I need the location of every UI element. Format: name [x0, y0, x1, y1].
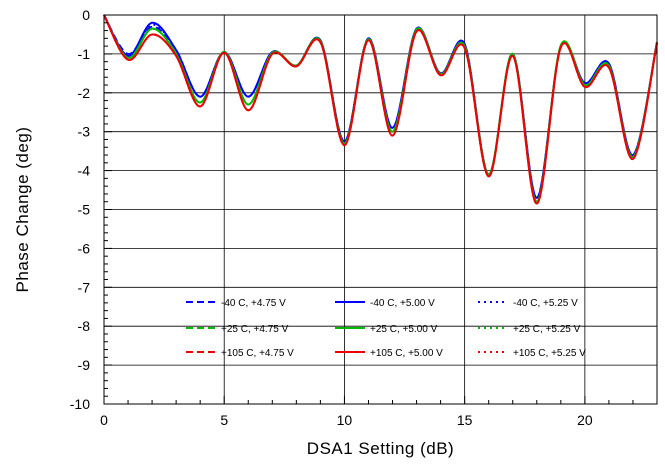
- y-tick-label: -3: [78, 124, 91, 140]
- series-line: [103, 14, 658, 205]
- axis-ticks: [103, 14, 658, 405]
- series-line: [103, 14, 658, 203]
- y-tick-label: -5: [78, 202, 91, 218]
- series-line: [103, 14, 658, 203]
- y-tick-label: -10: [70, 396, 90, 412]
- x-tick-label: 10: [337, 412, 353, 428]
- legend-label: +25 C, +5.00 V: [370, 324, 438, 335]
- x-axis-title: DSA1 Setting (dB): [307, 439, 454, 458]
- series-line: [103, 14, 658, 203]
- legend-label: -40 C, +4.75 V: [221, 298, 286, 309]
- y-tick-label: -7: [78, 279, 91, 295]
- y-tick-label: -4: [78, 163, 91, 179]
- x-tick-label: 0: [100, 412, 108, 428]
- legend-label: +105 C, +5.00 V: [370, 348, 443, 359]
- legend-label: -40 C, +5.00 V: [370, 298, 435, 309]
- legend-label: +105 C, +5.25 V: [513, 348, 586, 359]
- series-lines: [103, 14, 658, 205]
- legend-label: +105 C, +4.75 V: [221, 348, 294, 359]
- legend-label: +25 C, +4.75 V: [221, 324, 289, 335]
- y-tick-label: 0: [82, 7, 90, 23]
- y-tick-label: -9: [78, 357, 91, 373]
- legend-label: +25 C, +5.25 V: [513, 324, 581, 335]
- y-tick-label: -2: [78, 85, 91, 101]
- x-tick-label: 15: [457, 412, 473, 428]
- y-tick-label: -6: [78, 240, 91, 256]
- y-tick-label: -1: [78, 46, 91, 62]
- x-tick-label: 5: [220, 412, 228, 428]
- series-line: [103, 14, 658, 205]
- y-axis-title: Phase Change (deg): [13, 127, 32, 293]
- legend: -40 C, +4.75 V -40 C, +5.00 V -40 C, +5.25…: [186, 298, 586, 359]
- y-tick-label: -8: [78, 318, 91, 334]
- tick-labels: 0 5 10 15 20 0 -1 -2 -3 -4 -5 -6 -7 -8 -9 -10: [70, 7, 593, 428]
- x-tick-label: 20: [577, 412, 593, 428]
- legend-label: -40 C, +5.25 V: [513, 298, 578, 309]
- series-line: [103, 14, 658, 205]
